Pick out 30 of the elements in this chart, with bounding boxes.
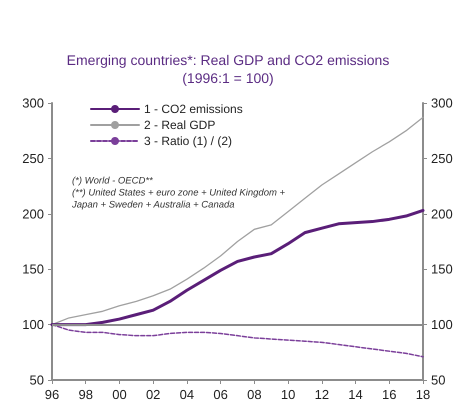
y-tick-label: 150: [22, 262, 44, 277]
x-tick-label: 08: [247, 387, 262, 401]
x-tick-label: 06: [213, 387, 228, 401]
x-tick-label: 14: [348, 387, 363, 401]
y2-tick-label: 300: [431, 96, 453, 110]
x-tick-label: 04: [180, 387, 194, 401]
y2-tick-label: 50: [431, 372, 446, 388]
x-tick-label: 98: [78, 387, 93, 401]
y2-tick-label: 100: [431, 317, 453, 332]
y-tick-label: 250: [22, 150, 44, 166]
x-tick-label: 12: [314, 387, 330, 401]
y-tick-label: 200: [22, 206, 44, 222]
x-tick-label: 96: [44, 387, 60, 401]
y2-tick-label: 150: [431, 262, 453, 277]
x-tick-label: 16: [382, 387, 397, 401]
y-tick-label: 50: [30, 372, 44, 388]
y2-tick-label: 250: [431, 150, 453, 166]
annotation: (*) World - OECD** (**) United States + euro zone + United Kingdom + Japan + Sweden + Australia + Canada: [71, 176, 286, 210]
legend-label: 2 - Real GDP: [144, 118, 216, 132]
legend-label: 3 - Ratio (1) / (2): [144, 134, 232, 148]
x-tick-label: 02: [146, 387, 160, 401]
y-tick-label: 300: [22, 96, 44, 110]
line-series: [50, 208, 424, 326]
legend-label: 1 - CO2 emissions: [144, 102, 243, 116]
x-tick-label: 18: [416, 387, 430, 401]
x-tick-label: 10: [280, 387, 296, 401]
x-tick-label: 00: [112, 387, 127, 401]
chart-title: Emerging countries*: Real GDP and CO2 emissions (1996:1 = 100): [66, 52, 390, 86]
y2-tick-label: 200: [431, 206, 453, 222]
y-tick-label: 100: [22, 317, 44, 332]
